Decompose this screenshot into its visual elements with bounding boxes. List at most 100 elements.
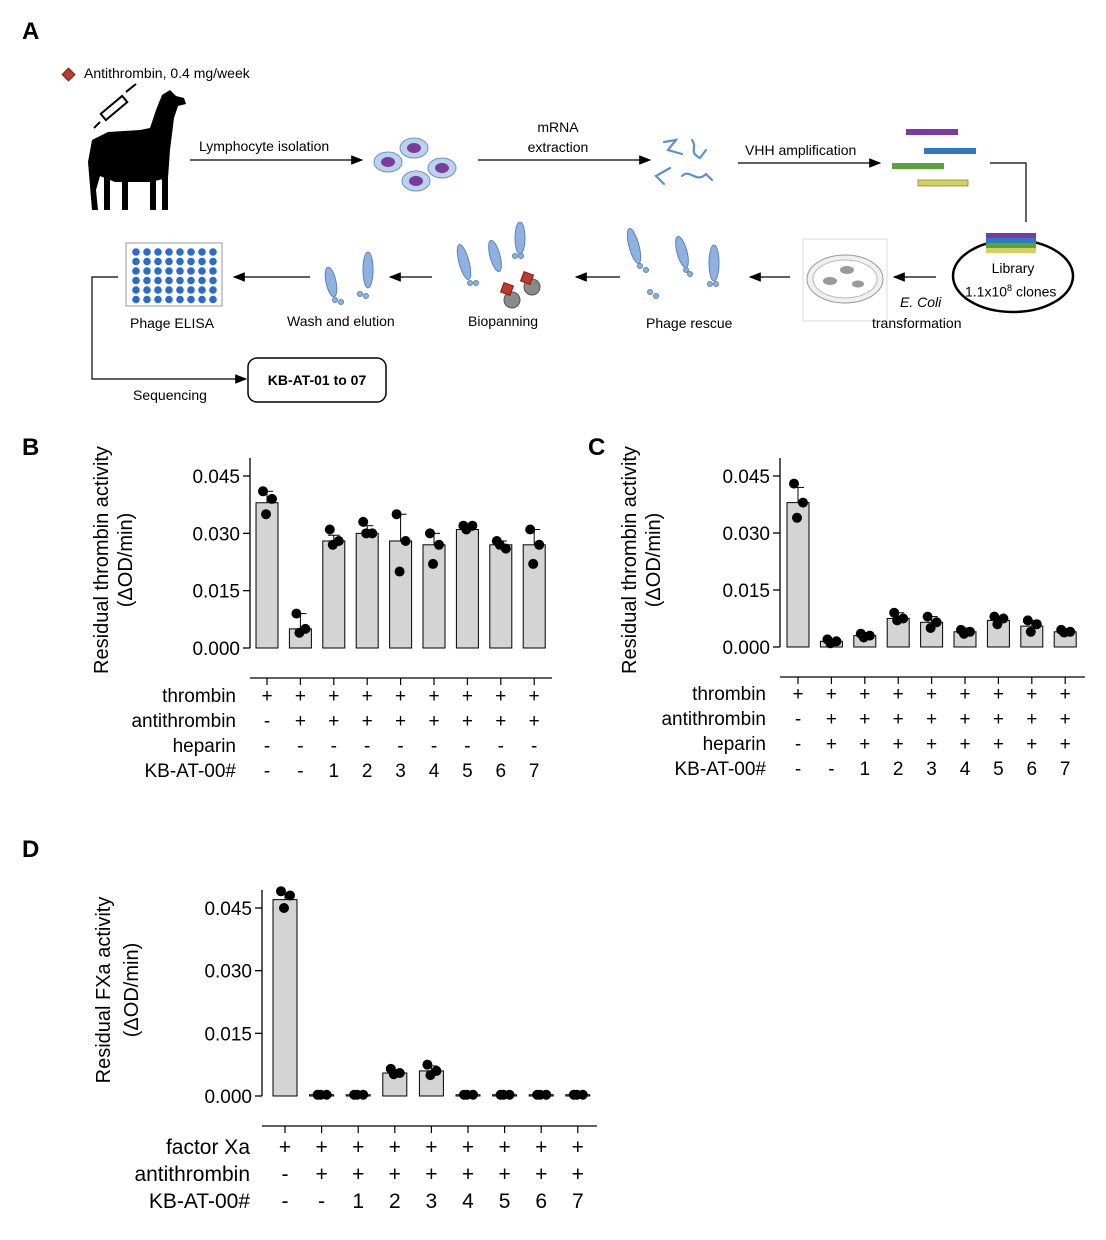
chart-c-data-point bbox=[789, 478, 799, 489]
chart-c-condition-value: + bbox=[1026, 734, 1037, 755]
chart-b-bar bbox=[255, 502, 279, 649]
chart-b-data-point bbox=[327, 539, 338, 550]
elisa-well bbox=[187, 248, 195, 256]
panel-c-label: C bbox=[588, 434, 606, 461]
chart-d-bar bbox=[272, 899, 298, 1097]
chart-d-condition-value: 2 bbox=[389, 1190, 401, 1213]
chart-c-data-point bbox=[989, 611, 1000, 622]
chart-b-data-point bbox=[267, 493, 277, 504]
lymphocyte-isolation-label: Lymphocyte isolation bbox=[199, 138, 330, 154]
workflow-diagram bbox=[61, 67, 1075, 403]
chart-d-condition-value: + bbox=[462, 1136, 474, 1159]
chart-c-data-point bbox=[892, 615, 903, 626]
chart-d-condition-value: + bbox=[389, 1136, 401, 1159]
phage-rescue-icon bbox=[626, 228, 720, 299]
chart-b-condition-value: + bbox=[428, 711, 439, 732]
wash-elution-icon bbox=[324, 251, 374, 305]
result-box bbox=[247, 357, 387, 403]
result-label: KB-AT-01 to 07 bbox=[267, 372, 367, 388]
lymphocyte-cells-icon bbox=[373, 137, 457, 192]
chart-b-condition-value: + bbox=[362, 686, 373, 707]
syringe-icon bbox=[93, 83, 137, 129]
chart-b-condition-value: - bbox=[331, 736, 337, 757]
chart-b-data-point bbox=[391, 509, 402, 520]
chart-d-data-point bbox=[425, 1070, 436, 1081]
chart-d-condition-value: + bbox=[498, 1163, 510, 1186]
elisa-well bbox=[209, 248, 217, 256]
chart-b-data-point bbox=[258, 486, 268, 497]
elisa-well bbox=[198, 286, 206, 294]
wash-elution-label: Wash and elution bbox=[287, 313, 395, 329]
vhh-fragments-icon bbox=[892, 129, 976, 187]
elisa-plate-icon bbox=[125, 242, 223, 307]
chart-c-condition-value: + bbox=[859, 734, 870, 755]
elisa-well bbox=[209, 286, 217, 294]
panel-d-label: D bbox=[22, 836, 40, 863]
chart-b-condition-label: KB-AT-00# bbox=[144, 761, 236, 782]
elisa-well bbox=[165, 257, 173, 266]
chart-c-data-point bbox=[858, 632, 869, 643]
chart-d-condition-value: + bbox=[462, 1163, 474, 1186]
chart-d-condition-value: + bbox=[389, 1163, 401, 1186]
elisa-well bbox=[165, 295, 173, 304]
elisa-well bbox=[132, 276, 140, 285]
elisa-well bbox=[154, 267, 162, 275]
chart-b-data-point bbox=[428, 558, 438, 569]
chart-d-ylabel-line1: Residual FXa activity bbox=[93, 897, 115, 1084]
elisa-well bbox=[154, 257, 162, 266]
elisa-well bbox=[176, 257, 184, 266]
antithrombin-diamond-icon bbox=[61, 67, 76, 82]
chart-c: Residual thrombin activity (ΔOD/min) 0.000… bbox=[619, 446, 1085, 780]
chart-d-data-point bbox=[352, 1089, 363, 1100]
elisa-well bbox=[209, 267, 217, 275]
chart-d-data-point bbox=[498, 1089, 509, 1100]
chart-c-data-point bbox=[1059, 627, 1070, 638]
chart-b-condition-value: + bbox=[295, 686, 306, 707]
chart-d-condition-value: - bbox=[282, 1163, 289, 1186]
panel-a-label: A bbox=[22, 18, 40, 45]
chart-b-ytick-label: 0.030 bbox=[192, 524, 240, 545]
chart-d-data-point bbox=[462, 1089, 472, 1100]
mrna-strands-icon bbox=[654, 138, 714, 186]
chart-c-data-point bbox=[959, 628, 969, 639]
elisa-well bbox=[165, 267, 173, 275]
elisa-well bbox=[198, 295, 206, 304]
elisa-well bbox=[165, 276, 173, 285]
library-label: Library bbox=[991, 260, 1035, 276]
phage-rescue-label: Phage rescue bbox=[646, 315, 733, 331]
connector-vhh-library bbox=[990, 162, 1027, 222]
chart-b-data-point bbox=[461, 524, 472, 535]
chart-c-condition-value: + bbox=[993, 709, 1004, 730]
panel-b-label: B bbox=[22, 434, 40, 461]
chart-d-condition-value: - bbox=[318, 1190, 325, 1213]
chart-c-data-point bbox=[922, 611, 933, 622]
chart-b-bar bbox=[455, 529, 479, 649]
chart-d-data-point bbox=[285, 890, 295, 901]
elisa-well bbox=[154, 295, 162, 304]
chart-d-condition-value: - bbox=[282, 1190, 289, 1213]
elisa-well bbox=[132, 248, 140, 256]
chart-b-condition-value: - bbox=[264, 711, 270, 732]
chart-c-condition-value: + bbox=[959, 709, 970, 730]
chart-b-condition-value: 3 bbox=[395, 761, 406, 782]
elisa-well bbox=[154, 276, 162, 285]
elisa-well bbox=[143, 267, 151, 275]
chart-d-data-point bbox=[571, 1089, 582, 1100]
chart-d-ytick-label: 0.030 bbox=[204, 962, 252, 983]
chart-c-condition-value: + bbox=[959, 734, 970, 755]
chart-c-condition-value: + bbox=[993, 734, 1004, 755]
petri-dish-icon bbox=[802, 238, 888, 322]
chart-b: Residual thrombin activity (ΔOD/min) 0.000… bbox=[91, 446, 552, 782]
chart-b-condition-value: 6 bbox=[496, 761, 507, 782]
chart-c-ytick-label: 0.030 bbox=[722, 524, 770, 545]
chart-b-condition-value: + bbox=[261, 686, 272, 707]
chart-b-data-point bbox=[261, 509, 271, 520]
ecoli-label: E. Coli bbox=[900, 294, 942, 310]
chart-c-data-point bbox=[889, 607, 900, 618]
chart-b-condition-value: + bbox=[328, 711, 339, 732]
chart-b-condition-value: - bbox=[397, 736, 403, 757]
chart-d-condition-label: KB-AT-00# bbox=[149, 1190, 250, 1213]
chart-b-condition-value: + bbox=[529, 711, 540, 732]
chart-d-condition-label: factor Xa bbox=[166, 1136, 250, 1159]
chart-c-condition-value: + bbox=[959, 684, 970, 705]
